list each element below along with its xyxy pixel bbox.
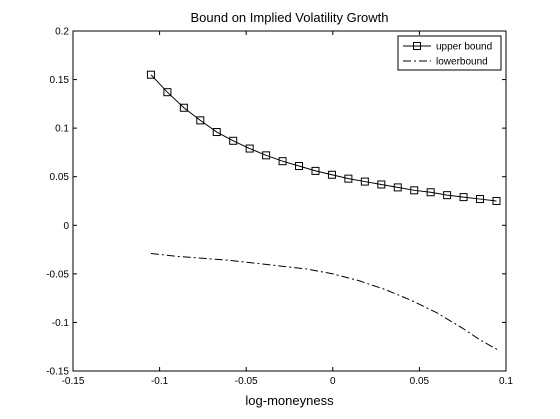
x-tick-label: 0 bbox=[330, 376, 336, 387]
data-point-upper-bound bbox=[443, 191, 452, 200]
legend-label-upper-bound: upper bound bbox=[436, 42, 492, 53]
data-point-upper-bound bbox=[344, 174, 353, 183]
data-point-upper-bound bbox=[262, 151, 271, 160]
x-tick-label: 0.05 bbox=[410, 376, 430, 387]
data-point-upper-bound bbox=[311, 166, 320, 175]
data-point-upper-bound bbox=[146, 70, 155, 79]
data-point-upper-bound bbox=[179, 103, 188, 112]
data-point-upper-bound bbox=[295, 162, 304, 171]
data-point-upper-bound bbox=[212, 128, 221, 137]
data-point-upper-bound bbox=[459, 193, 468, 202]
y-tick-label: -0.15 bbox=[46, 367, 69, 378]
data-point-upper-bound bbox=[163, 88, 172, 97]
data-point-upper-bound bbox=[426, 188, 435, 197]
data-point-upper-bound bbox=[196, 116, 205, 125]
data-point-upper-bound bbox=[393, 183, 402, 192]
y-tick-label: 0.2 bbox=[55, 27, 69, 38]
y-tick-label: 0.1 bbox=[55, 124, 69, 135]
x-axis-label: log-moneyness bbox=[245, 393, 334, 408]
y-tick-label: -0.1 bbox=[52, 318, 70, 329]
data-point-upper-bound bbox=[492, 197, 501, 205]
x-tick-label: -0.1 bbox=[151, 376, 169, 387]
y-tick-label: -0.05 bbox=[46, 269, 69, 280]
data-point-upper-bound bbox=[377, 180, 386, 189]
data-point-upper-bound bbox=[327, 170, 336, 179]
series-line-upper-bound bbox=[150, 74, 497, 202]
y-tick-label: 0 bbox=[63, 221, 69, 232]
plot-area bbox=[72, 30, 507, 372]
legend-box bbox=[397, 35, 502, 71]
y-tick-label: 0.15 bbox=[50, 75, 70, 86]
data-point-upper-bound bbox=[410, 186, 419, 195]
x-tick-label: 0.1 bbox=[499, 376, 513, 387]
legend: upper bound lowerbound bbox=[397, 35, 502, 71]
series-line-lowerbound bbox=[150, 252, 498, 351]
data-point-upper-bound bbox=[229, 136, 238, 145]
data-point-upper-bound bbox=[476, 195, 485, 204]
x-tick-label: -0.05 bbox=[235, 376, 258, 387]
data-point-upper-bound bbox=[245, 144, 254, 153]
y-tick-label: 0.05 bbox=[50, 172, 70, 183]
plot-layer: -0.15 -0.1 -0.05 0 0.05 0.1 -0.15 -0.1 -0.05 0 0.0… bbox=[46, 27, 513, 388]
data-point-upper-bound bbox=[278, 157, 287, 166]
data-point-upper-bound bbox=[360, 177, 369, 186]
legend-label-lowerbound: lowerbound bbox=[436, 57, 488, 68]
x-tick-label: -0.15 bbox=[62, 376, 85, 387]
chart-title: Bound on Implied Volatility Growth bbox=[191, 10, 389, 25]
legend-marker-upper-bound bbox=[413, 42, 421, 50]
